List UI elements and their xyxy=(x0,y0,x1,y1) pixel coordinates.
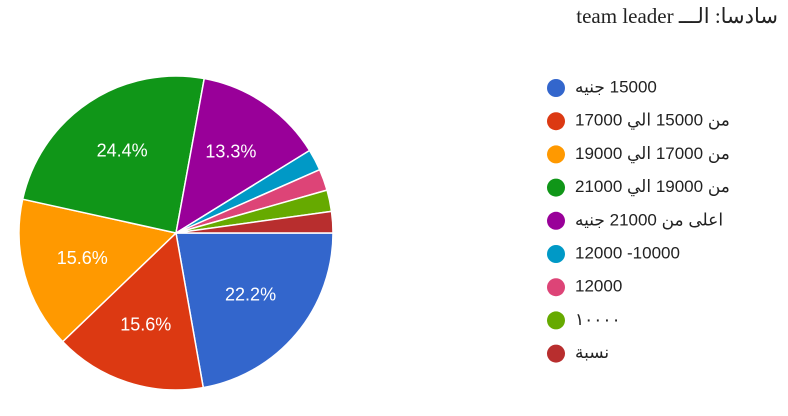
slice-label: 15.6% xyxy=(120,314,171,334)
legend-marker xyxy=(547,112,565,131)
legend-label: اعلى من 21000 جنيه xyxy=(575,210,723,229)
pie-slice xyxy=(175,210,334,234)
pie-slice xyxy=(174,77,311,235)
legend-label: 15000 جنيه xyxy=(575,77,657,96)
legend-marker xyxy=(547,178,565,197)
legend-label: ١٠٠٠٠ xyxy=(575,310,621,329)
pie-slice xyxy=(175,232,334,389)
legend-label: من 17000 الي 19000 xyxy=(575,144,730,164)
legend-marker xyxy=(547,344,565,363)
legend-marker xyxy=(547,211,565,230)
legend-marker xyxy=(547,79,565,97)
chart-title: سادسا: الـــ team leader xyxy=(576,4,778,28)
slice-label: 13.3% xyxy=(205,141,256,161)
legend-marker xyxy=(547,245,565,263)
legend-marker xyxy=(547,145,565,164)
legend-marker xyxy=(547,311,565,330)
legend-label: من 15000 الي 17000 xyxy=(575,111,730,131)
legend-label: من 19000 الي 21000 xyxy=(575,177,730,197)
legend-marker xyxy=(547,278,565,297)
legend-label: 10000- 12000 xyxy=(575,243,680,262)
pie-slice xyxy=(21,75,206,234)
legend-label: 12000 xyxy=(575,277,622,296)
slice-label: 22.2% xyxy=(225,284,276,304)
slice-label: 15.6% xyxy=(57,248,108,268)
pie-slice xyxy=(61,231,205,391)
slice-label: 24.4% xyxy=(97,141,148,161)
pie-slice xyxy=(18,198,178,343)
legend-label: نسبة xyxy=(575,343,609,362)
